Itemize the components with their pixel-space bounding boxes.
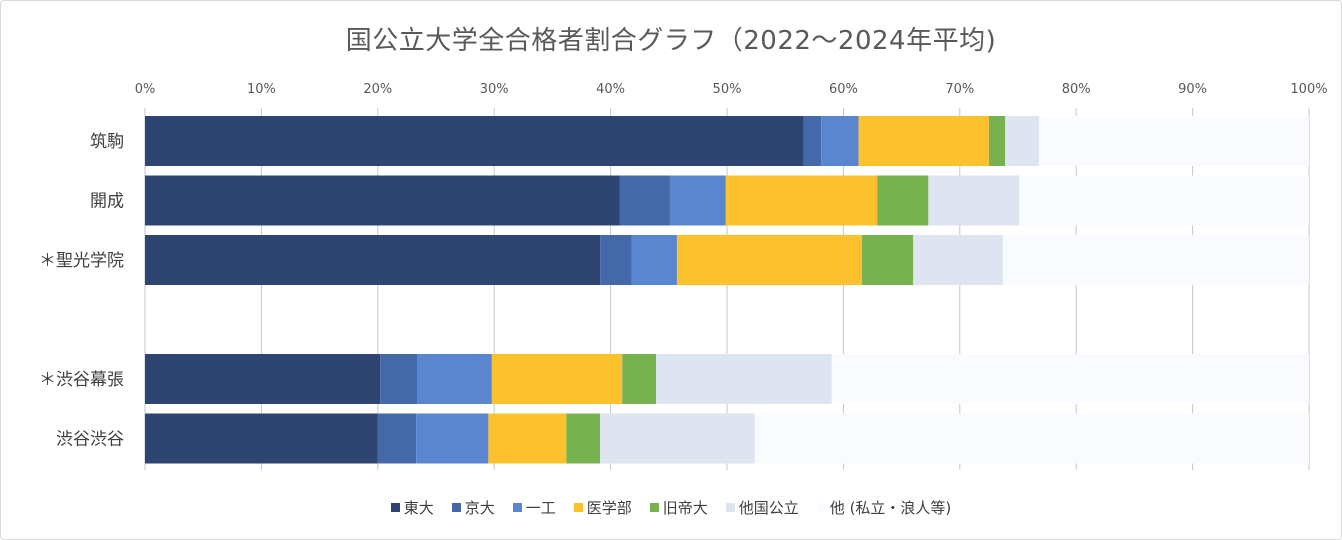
bar-segment bbox=[145, 116, 804, 166]
category-label: ＊聖光学院 bbox=[39, 251, 124, 271]
legend-item: 医学部 bbox=[573, 497, 632, 518]
legend-label: 東大 bbox=[403, 499, 434, 517]
legend-swatch bbox=[816, 503, 826, 512]
x-tick-label: 30% bbox=[480, 82, 509, 97]
category-label: 渋谷渋谷 bbox=[56, 430, 124, 450]
bar-segment bbox=[821, 116, 859, 166]
bar-segment bbox=[669, 175, 726, 226]
bar-segment bbox=[600, 235, 632, 285]
bar-segment bbox=[754, 413, 1309, 464]
bar-segment bbox=[831, 354, 1309, 404]
bar-segment bbox=[145, 413, 378, 464]
bar-segment bbox=[600, 413, 755, 464]
bar-segment bbox=[803, 116, 822, 166]
bar-segment bbox=[145, 354, 381, 404]
bar-segment bbox=[725, 175, 878, 226]
bar-segment bbox=[862, 235, 914, 285]
bar-segment bbox=[858, 116, 989, 166]
chart-title: 国公立大学全合格者割合グラフ（2022〜2024年平均) bbox=[345, 26, 997, 56]
legend-item: 京大 bbox=[451, 497, 495, 518]
bar-segment bbox=[377, 413, 417, 464]
legend-item: 旧帝大 bbox=[649, 497, 708, 518]
legend-label: 医学部 bbox=[586, 499, 632, 517]
bar-segment bbox=[491, 354, 623, 404]
legend-swatch bbox=[451, 503, 461, 512]
category-label: 筑駒 bbox=[90, 132, 124, 152]
x-tick-label: 0% bbox=[135, 82, 156, 97]
x-tick-label: 60% bbox=[829, 82, 858, 97]
bar-segment bbox=[1005, 116, 1039, 166]
bar-segment bbox=[380, 354, 418, 404]
bar-segment bbox=[913, 235, 1003, 285]
bar-segment bbox=[676, 235, 863, 285]
legend-label: 他 (私立・浪人等) bbox=[829, 499, 952, 517]
bar-segment bbox=[877, 175, 929, 226]
legend-swatch bbox=[390, 503, 400, 512]
x-tick-label: 40% bbox=[596, 82, 625, 97]
x-tick-label: 90% bbox=[1178, 82, 1207, 97]
legend-item: 他国公立 bbox=[725, 497, 799, 518]
bar-segment bbox=[619, 175, 670, 226]
bar-segment bbox=[655, 354, 832, 404]
category-label: ＊渋谷幕張 bbox=[39, 370, 124, 390]
legend-label: 旧帝大 bbox=[662, 499, 708, 517]
legend-label: 一工 bbox=[525, 499, 556, 517]
bar-segment bbox=[928, 175, 1020, 226]
legend-swatch bbox=[649, 503, 659, 512]
x-tick-label: 20% bbox=[363, 82, 392, 97]
legend-swatch bbox=[573, 503, 583, 512]
legend-item: 他 (私立・浪人等) bbox=[816, 497, 952, 518]
legend-item: 東大 bbox=[390, 497, 434, 518]
x-tick-label: 80% bbox=[1062, 82, 1091, 97]
legend-label: 他国公立 bbox=[738, 499, 799, 517]
legend-label: 京大 bbox=[464, 499, 495, 517]
bar-segment bbox=[631, 235, 677, 285]
bar-segment bbox=[417, 354, 492, 404]
bar-segment bbox=[145, 235, 601, 285]
bar-segment bbox=[1038, 116, 1309, 166]
bar-segment bbox=[145, 175, 620, 226]
x-tick-label: 100% bbox=[1290, 82, 1327, 97]
bar-segment bbox=[1002, 235, 1309, 285]
category-label: 開成 bbox=[90, 192, 124, 212]
bar-segment bbox=[988, 116, 1006, 166]
bar-segment bbox=[1019, 175, 1309, 226]
bar-segment bbox=[416, 413, 489, 464]
legend: 東大 京大 一工 医学部 旧帝大 他国公立 他 (私立・浪人等) bbox=[0, 497, 1342, 518]
bar-segment bbox=[566, 413, 601, 464]
x-tick-label: 70% bbox=[945, 82, 974, 97]
bar-segment bbox=[622, 354, 656, 404]
legend-swatch bbox=[725, 503, 735, 512]
legend-item: 一工 bbox=[512, 497, 556, 518]
bar-segment bbox=[488, 413, 567, 464]
x-tick-label: 10% bbox=[247, 82, 276, 97]
x-tick-label: 50% bbox=[713, 82, 742, 97]
legend-swatch bbox=[512, 503, 522, 512]
